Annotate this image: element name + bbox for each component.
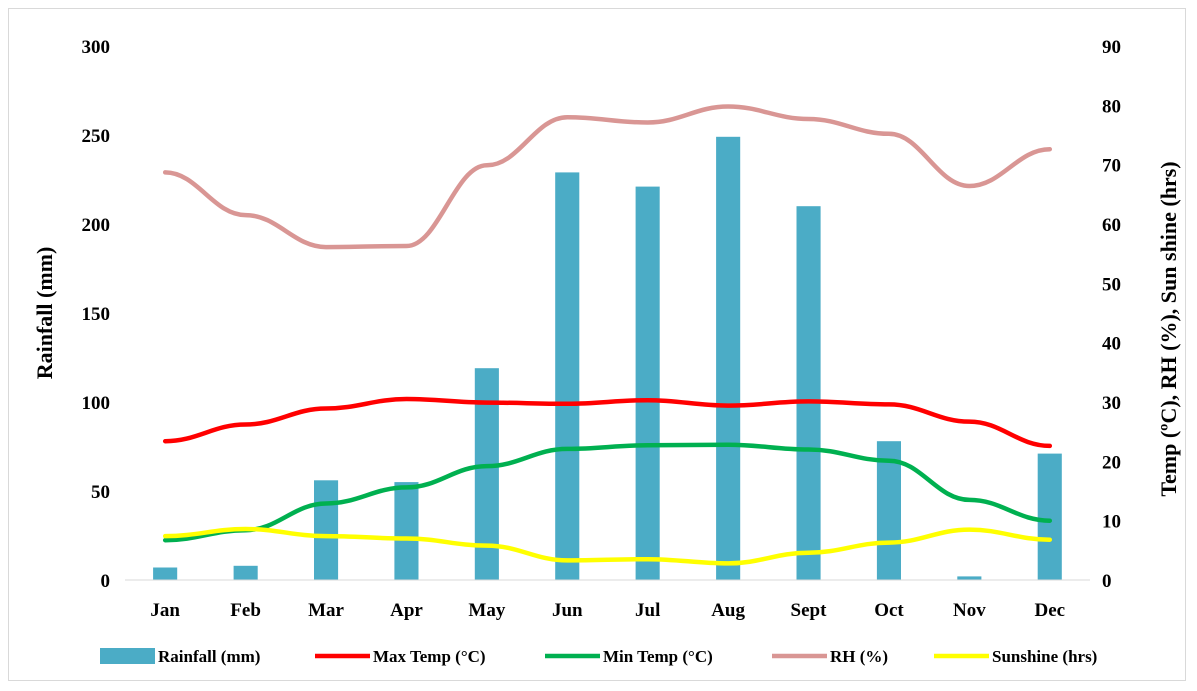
x-tick-label: Feb	[230, 600, 261, 621]
y-right-tick-label: 90	[1102, 37, 1121, 58]
bar-Jul	[635, 186, 660, 580]
y-right-tick-label: 60	[1102, 215, 1121, 236]
bar-Sept	[796, 206, 821, 580]
x-tick-label: Jul	[635, 600, 660, 621]
x-tick-label: Mar	[308, 600, 344, 621]
y-left-tick-label: 50	[91, 482, 110, 503]
y-axis-left-title: Rainfall (mm)	[32, 247, 57, 380]
y-right-tick-label: 20	[1102, 452, 1121, 473]
legend-label-sunshine-hrs: Sunshine (hrs)	[992, 647, 1097, 666]
bar-Aug	[716, 136, 741, 581]
x-tick-label: Jan	[150, 600, 180, 621]
chart-frame	[8, 8, 1186, 681]
bar-Jan	[153, 567, 178, 580]
y-axis-right-title: Temp (ºC), RH (%), Sun shine (hrs)	[1156, 161, 1181, 496]
legend-label-min-temp-c: Min Temp (°C)	[603, 647, 713, 666]
y-left-tick-label: 150	[82, 304, 111, 325]
line-min-temp-c	[162, 442, 1053, 543]
line-rh	[162, 104, 1053, 250]
x-tick-label: Oct	[874, 600, 904, 621]
y-right-tick-label: 40	[1102, 334, 1121, 355]
y-right-tick-label: 80	[1102, 96, 1121, 117]
y-right-tick-label: 30	[1102, 393, 1121, 414]
legend: Rainfall (mm) Max Temp (°C) Min Temp (°C) R…	[100, 647, 1097, 666]
bar-Jun	[555, 172, 580, 580]
bar-Nov	[957, 576, 982, 580]
y-right-tick-label: 0	[1102, 571, 1112, 592]
x-tick-label: Nov	[953, 600, 986, 621]
y-left-tick-label: 100	[82, 393, 111, 414]
x-tick-label: Apr	[390, 600, 423, 621]
x-tick-label: May	[468, 600, 505, 621]
y-left-tick-label: 200	[82, 215, 111, 236]
x-tick-labels: Jan Feb Mar Apr May Jun Jul Aug Sept Oct Nov Dec	[150, 600, 1065, 621]
legend-label-max-temp-c: Max Temp (°C)	[373, 647, 486, 666]
x-tick-label: Aug	[711, 600, 745, 621]
legend-label-rainfall-mm: Rainfall (mm)	[158, 647, 260, 666]
y-right-tick-label: 10	[1102, 512, 1121, 533]
series-lines	[162, 104, 1053, 566]
y-left-tick-label: 250	[82, 126, 111, 147]
y-left-tick-label: 0	[101, 571, 111, 592]
bar-Dec	[1037, 453, 1062, 580]
bar-Apr	[394, 482, 419, 580]
bar-May	[474, 368, 499, 580]
y-right-tick-labels: 0 10 20 30 40 50 60 70 80 90	[1102, 37, 1121, 592]
y-left-tick-labels: 0 50 100 150 200 250 300	[82, 37, 111, 592]
legend-label-rh: RH (%)	[830, 647, 888, 666]
bar-Mar	[314, 480, 339, 580]
y-right-tick-label: 50	[1102, 274, 1121, 295]
line-max-temp-c	[162, 396, 1053, 449]
line-sunshine-hrs	[162, 526, 1053, 566]
bar-Oct	[876, 441, 901, 580]
x-tick-label: Sept	[791, 600, 828, 621]
bar-Feb	[233, 565, 258, 580]
x-tick-label: Jun	[552, 600, 583, 621]
y-right-tick-label: 70	[1102, 156, 1121, 177]
legend-swatch-rainfall-mm	[100, 648, 155, 664]
x-tick-label: Dec	[1035, 600, 1066, 621]
y-left-tick-label: 300	[82, 37, 111, 58]
